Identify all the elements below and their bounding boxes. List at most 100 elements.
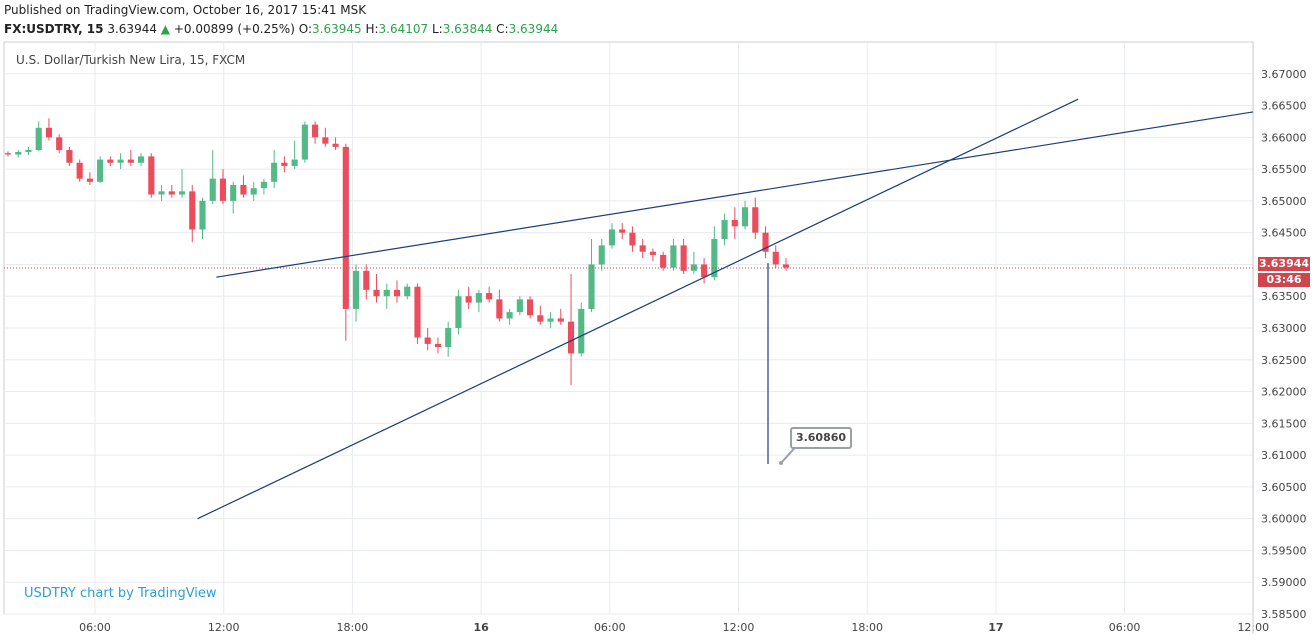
trendline[interactable] [197, 98, 1079, 520]
candle-body[interactable] [588, 264, 595, 309]
candle-body[interactable] [138, 156, 145, 163]
candle-body[interactable] [240, 185, 247, 195]
candle-body[interactable] [312, 124, 319, 138]
candle-body[interactable] [516, 299, 523, 313]
published-line: Published on TradingView.com, October 16… [4, 3, 367, 17]
candle-body[interactable] [537, 315, 544, 322]
candle-body[interactable] [383, 289, 390, 297]
candle-body[interactable] [352, 270, 360, 309]
candle-body[interactable] [66, 150, 73, 163]
candle-body[interactable] [97, 159, 104, 182]
candle-body[interactable] [475, 293, 482, 303]
candle-body[interactable] [608, 229, 616, 246]
candle-body[interactable] [741, 207, 749, 227]
candle-body[interactable] [86, 178, 93, 182]
candle-body[interactable] [373, 289, 380, 297]
candle-body[interactable] [56, 137, 63, 151]
ohlc-line: FX:USDTRY, 15 3.63944 ▲ +0.00899 (+0.25%… [4, 22, 558, 36]
candle-body[interactable] [199, 200, 206, 230]
candle-body[interactable] [782, 264, 790, 268]
candle-body[interactable] [660, 254, 667, 268]
candle-body[interactable] [578, 308, 585, 354]
candle-body[interactable] [15, 151, 22, 155]
candle-body[interactable] [250, 188, 257, 195]
candle-body[interactable] [363, 270, 370, 290]
high-value: 3.64107 [378, 22, 429, 36]
candle-body[interactable] [455, 296, 462, 328]
candle-body[interactable] [721, 219, 728, 240]
change-value: +0.00899 (+0.25%) [173, 22, 295, 36]
x-tick-label: 06:00 [79, 621, 111, 634]
candle-body[interactable] [148, 156, 155, 195]
candle-body[interactable] [567, 321, 575, 354]
candle-body[interactable] [690, 264, 697, 271]
candle-body[interactable] [445, 328, 452, 348]
candle-body[interactable] [230, 185, 237, 201]
x-tick-label: 18:00 [851, 621, 883, 634]
last-price-tag: 3.63944 [1258, 257, 1310, 271]
candle-body[interactable] [619, 229, 626, 233]
watermark-link[interactable]: USDTRY chart by TradingView [24, 586, 217, 601]
candle-body[interactable] [772, 251, 779, 265]
candle-body[interactable] [434, 343, 442, 348]
candle-body[interactable] [332, 143, 339, 147]
y-tick-label: 3.64500 [1261, 227, 1307, 240]
candle-body[interactable] [291, 159, 298, 166]
candle-body[interactable] [209, 178, 216, 201]
candle-body[interactable] [45, 127, 53, 138]
x-tick-label: 06:00 [1109, 621, 1141, 634]
candle-body[interactable] [219, 178, 227, 201]
candle-body[interactable] [404, 286, 411, 297]
candle-body[interactable] [271, 162, 278, 182]
trendline[interactable] [216, 111, 1254, 278]
candle-body[interactable] [496, 299, 503, 319]
target-callout[interactable]: 3.60860 [790, 427, 852, 449]
candle-body[interactable] [189, 191, 196, 230]
y-tick-label: 3.63000 [1261, 322, 1307, 335]
candle-body[interactable] [158, 191, 165, 195]
candle-body[interactable] [680, 245, 687, 271]
candle-body[interactable] [670, 245, 677, 268]
y-tick-label: 3.61000 [1261, 449, 1307, 462]
candle-body[interactable] [465, 296, 472, 303]
candle-body[interactable] [486, 293, 493, 300]
candle-body[interactable] [25, 150, 32, 152]
candle-body[interactable] [127, 159, 134, 163]
chart-title: U.S. Dollar/Turkish New Lira, 15, FXCM [16, 53, 246, 67]
candle-body[interactable] [322, 137, 329, 144]
candle-body[interactable] [547, 318, 554, 322]
candle-body[interactable] [301, 124, 308, 160]
price-chart[interactable]: 3.67000 3.66500 3.66000 3.65500 3.65000 3.645… [0, 40, 1314, 642]
candle-body[interactable] [117, 159, 124, 163]
candle-body[interactable] [506, 312, 513, 319]
candle-body[interactable] [342, 146, 349, 309]
candle-body[interactable] [752, 207, 759, 233]
candle-body[interactable] [260, 181, 267, 189]
candle-body[interactable] [598, 245, 605, 265]
candle-body[interactable] [393, 289, 401, 297]
candle-body[interactable] [527, 299, 534, 316]
candle-body[interactable] [424, 337, 431, 344]
candle-body[interactable] [639, 245, 646, 252]
candle-body[interactable] [557, 318, 564, 322]
candle-body[interactable] [281, 162, 288, 166]
candle-body[interactable] [107, 159, 114, 163]
candle-body[interactable] [4, 153, 12, 155]
candle-body[interactable] [701, 264, 708, 278]
candle-body[interactable] [649, 251, 656, 255]
candle-body[interactable] [762, 232, 769, 252]
y-tick-label: 3.59500 [1261, 544, 1307, 557]
open-value: 3.63945 [312, 22, 362, 36]
candle-body[interactable] [168, 191, 175, 195]
candle-body[interactable] [414, 286, 421, 338]
y-tick-label: 3.61500 [1261, 417, 1307, 430]
candle-body[interactable] [178, 191, 186, 195]
y-tick-label: 3.66500 [1261, 100, 1307, 113]
candle-body[interactable] [35, 127, 42, 151]
candle-body[interactable] [629, 232, 636, 246]
candle-body[interactable] [711, 239, 718, 278]
x-tick-label: 06:00 [594, 621, 626, 634]
y-tick-label: 3.60000 [1261, 513, 1307, 526]
candle-body[interactable] [76, 162, 83, 179]
candle-body[interactable] [731, 219, 738, 227]
